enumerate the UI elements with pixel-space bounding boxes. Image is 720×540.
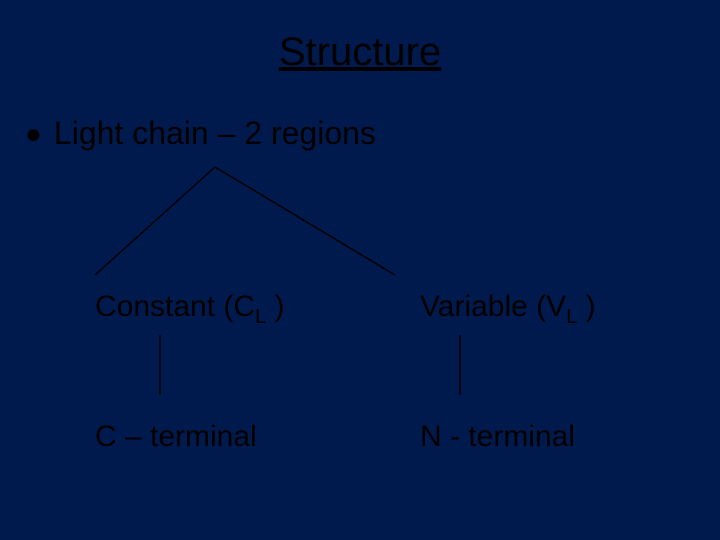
label-variable-suffix: ) (577, 290, 595, 323)
bullet-text: Light chain – 2 regions (54, 115, 376, 152)
label-constant-sub: L (255, 306, 266, 328)
label-variable-prefix: Variable (V (420, 290, 566, 323)
label-variable-sub: L (566, 306, 577, 328)
branch-line-left (95, 167, 215, 275)
label-variable: Variable (VL ) (420, 290, 596, 329)
label-constant-prefix: Constant (C (95, 290, 255, 323)
bullet-marker: ● (25, 118, 42, 150)
vertical-lines (0, 335, 720, 415)
branch-line-right (215, 167, 395, 275)
bullet-item: ● Light chain – 2 regions (25, 115, 376, 152)
terminal-c: C – terminal (95, 420, 257, 454)
branch-diagram (0, 155, 720, 295)
label-constant: Constant (CL ) (95, 290, 285, 329)
slide-title: Structure (0, 30, 720, 75)
terminal-n: N - terminal (420, 420, 575, 454)
label-constant-suffix: ) (266, 290, 284, 323)
